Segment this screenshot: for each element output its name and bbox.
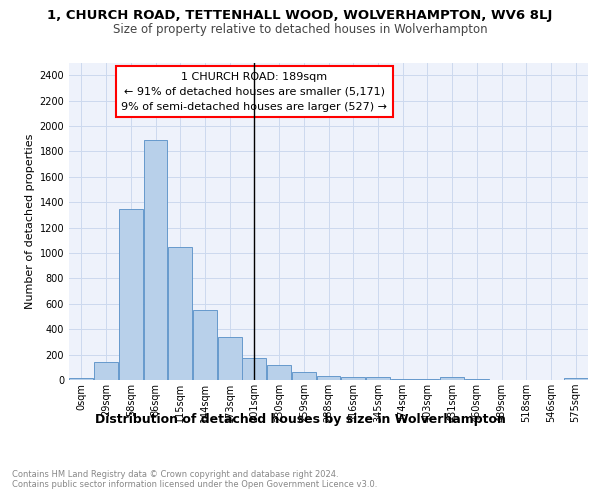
Bar: [193, 310, 217, 380]
Bar: [94, 362, 118, 380]
Bar: [267, 366, 291, 380]
Bar: [391, 378, 415, 380]
Text: Size of property relative to detached houses in Wolverhampton: Size of property relative to detached ho…: [113, 22, 487, 36]
Text: 1 CHURCH ROAD: 189sqm
← 91% of detached houses are smaller (5,171)
9% of semi-de: 1 CHURCH ROAD: 189sqm ← 91% of detached …: [121, 72, 388, 112]
Bar: [292, 372, 316, 380]
Text: 1, CHURCH ROAD, TETTENHALL WOOD, WOLVERHAMPTON, WV6 8LJ: 1, CHURCH ROAD, TETTENHALL WOOD, WOLVERH…: [47, 9, 553, 22]
Bar: [70, 378, 94, 380]
Bar: [242, 358, 266, 380]
Bar: [341, 377, 365, 380]
Bar: [168, 246, 192, 380]
Bar: [563, 378, 587, 380]
Bar: [143, 140, 167, 380]
Y-axis label: Number of detached properties: Number of detached properties: [25, 134, 35, 309]
Bar: [317, 376, 340, 380]
Bar: [440, 377, 464, 380]
Text: Contains HM Land Registry data © Crown copyright and database right 2024.
Contai: Contains HM Land Registry data © Crown c…: [12, 470, 377, 490]
Bar: [218, 337, 242, 380]
Bar: [119, 208, 143, 380]
Bar: [366, 378, 390, 380]
Text: Distribution of detached houses by size in Wolverhampton: Distribution of detached houses by size …: [95, 412, 505, 426]
